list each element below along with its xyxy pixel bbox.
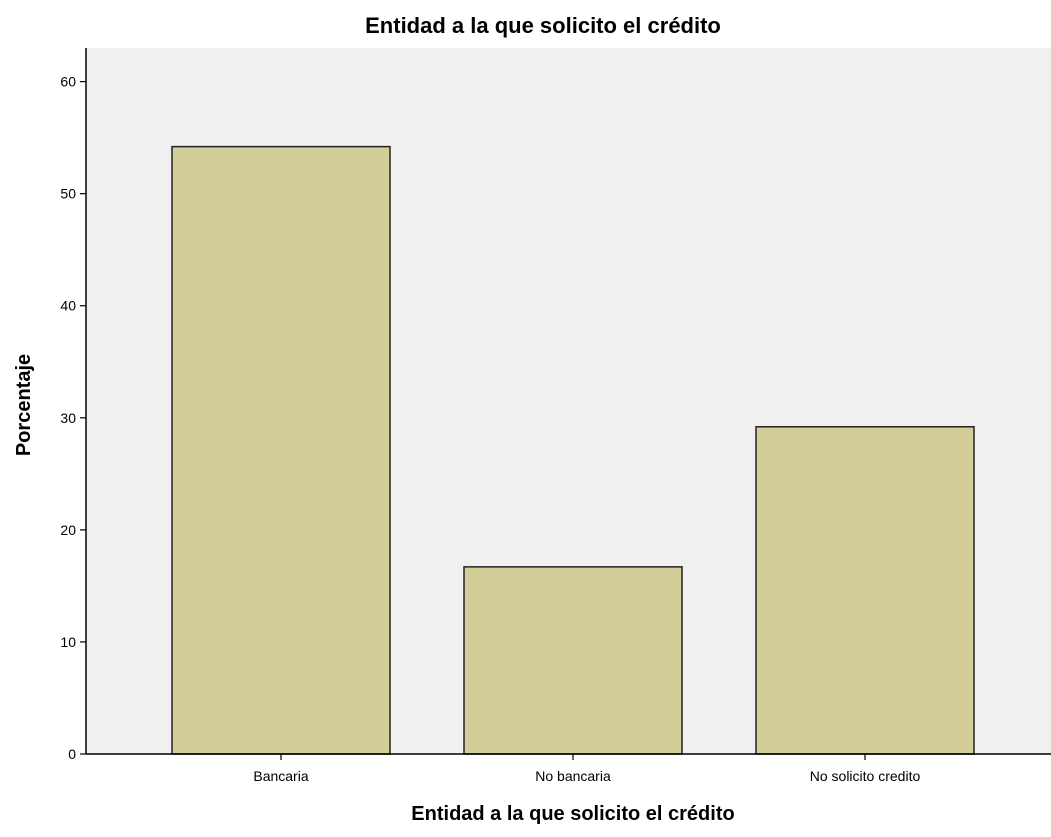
x-category-label: No bancaria bbox=[535, 768, 611, 784]
bar-no-bancaria bbox=[463, 566, 683, 755]
y-tick-label: 10 bbox=[60, 634, 76, 650]
y-tick-label: 50 bbox=[60, 186, 76, 202]
x-category-label: No solicito credito bbox=[810, 768, 921, 784]
x-axis-title: Entidad a la que solicito el crédito bbox=[411, 803, 734, 825]
y-axis-title: Porcentaje bbox=[13, 354, 35, 456]
y-tick-label: 0 bbox=[68, 746, 76, 762]
bars-group bbox=[171, 145, 975, 755]
chart-title: Entidad a la que solicito el crédito bbox=[365, 13, 721, 38]
x-category-label: Bancaria bbox=[253, 768, 308, 784]
y-tick-label: 40 bbox=[60, 298, 76, 314]
y-tick-label: 60 bbox=[60, 74, 76, 90]
y-tick-label: 20 bbox=[60, 522, 76, 538]
bar-bancaria bbox=[171, 145, 391, 755]
bar-no-solicito-credito bbox=[755, 426, 975, 755]
axes-group: 0 10 20 30 40 50 60 Bancaria No bancaria No solic… bbox=[60, 48, 1051, 784]
y-tick-label: 30 bbox=[60, 410, 76, 426]
